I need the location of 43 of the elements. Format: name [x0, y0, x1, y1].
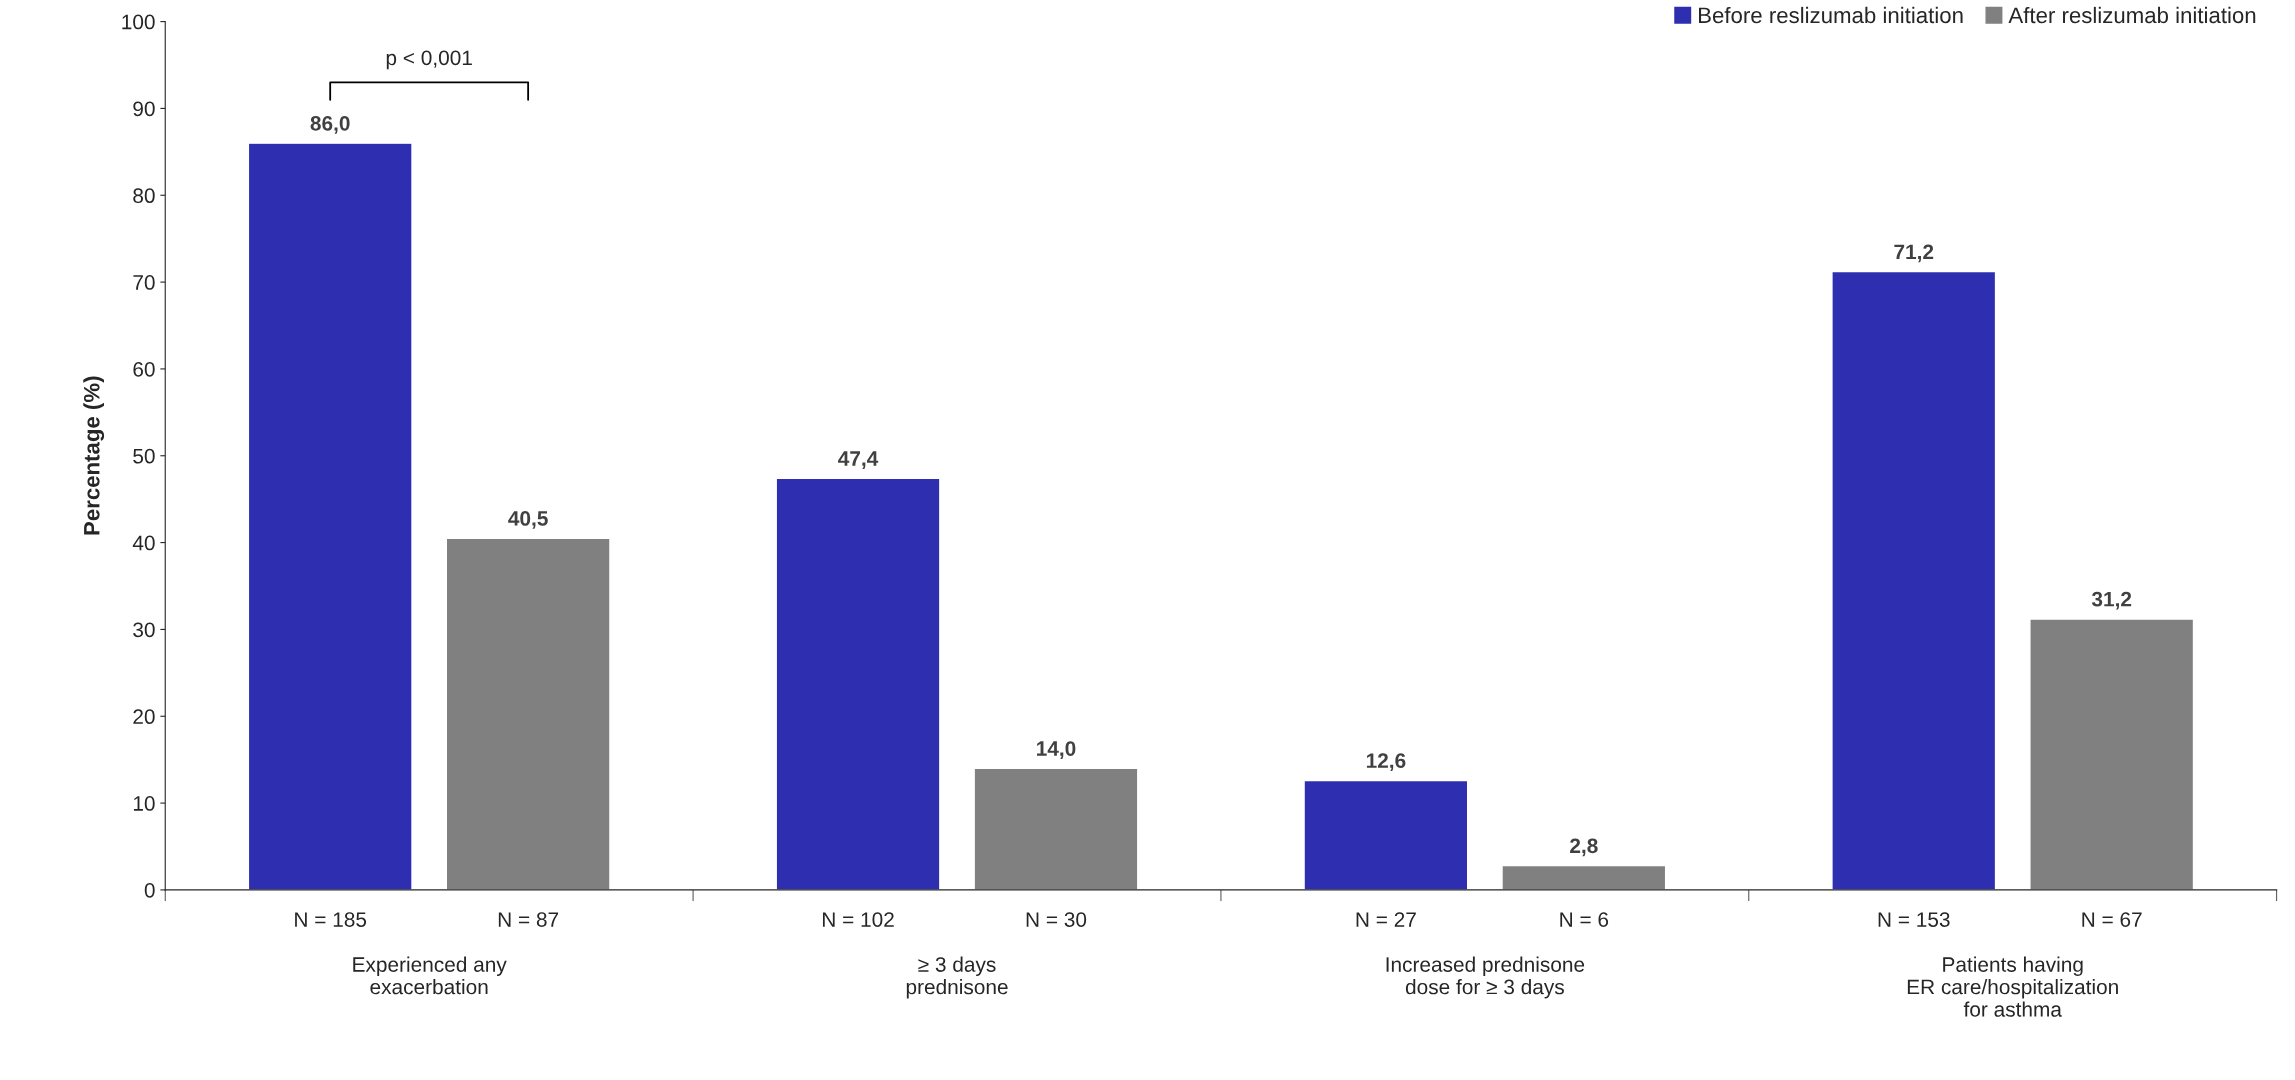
x-tick-label: ≥ 3 days prednisone: [906, 956, 1008, 999]
data-label: 71,2: [1894, 244, 1934, 263]
bar: [775, 477, 941, 890]
y-tick-label: 90: [133, 101, 155, 117]
bar: [1303, 779, 1469, 890]
y-tick-label: 80: [133, 188, 155, 204]
legend-label: Before reslizumab initiation: [1699, 6, 1963, 24]
annotation: p < 0,001: [386, 50, 472, 70]
y-tick-label: 20: [133, 709, 155, 725]
text: N = 27: [1356, 912, 1416, 927]
y-tick-label: 60: [133, 361, 155, 377]
y-tick-label: 40: [132, 535, 155, 551]
data-label: 12,6: [1366, 753, 1406, 772]
y-axis-title: Percentage (%): [83, 376, 105, 535]
text: N = 102: [822, 912, 894, 927]
text: N = 67: [2082, 912, 2142, 927]
legend-label: After reslizumab initiation: [2008, 6, 2256, 24]
y-tick-label: 50: [133, 448, 155, 464]
bar: [247, 142, 413, 890]
text: N = 30: [1026, 912, 1087, 927]
text: N = 185: [295, 912, 367, 927]
y-tick-label: 100: [122, 14, 155, 30]
text: N = 87: [498, 912, 559, 927]
bar: [1831, 270, 1997, 890]
text: N = 153: [1878, 912, 1950, 927]
y-tick-label: 30: [133, 622, 155, 638]
data-label: 31,2: [2091, 591, 2132, 610]
data-label: 47,4: [838, 451, 879, 469]
y-tick-label: 10: [133, 796, 155, 811]
data-label: 86,0: [310, 115, 350, 134]
x-tick-label: Increased prednisone dose for ≥ 3 days: [1386, 956, 1585, 999]
bar: [445, 537, 611, 890]
data-label: 14,0: [1037, 741, 1076, 759]
y-tick-label: 0: [144, 882, 155, 898]
bar: [1501, 864, 1667, 890]
data-label: 2,8: [1570, 838, 1598, 857]
bar: [973, 767, 1139, 890]
x-tick-label: Experienced any exacerbation: [353, 956, 507, 995]
x-tick-label: Patients having ER care/hospitalization for asthma: [1907, 956, 2118, 1017]
y-tick-label: 70: [133, 275, 155, 290]
data-label: 40,5: [508, 511, 548, 529]
bar: [2029, 618, 2195, 890]
text: N = 6: [1560, 912, 1609, 927]
